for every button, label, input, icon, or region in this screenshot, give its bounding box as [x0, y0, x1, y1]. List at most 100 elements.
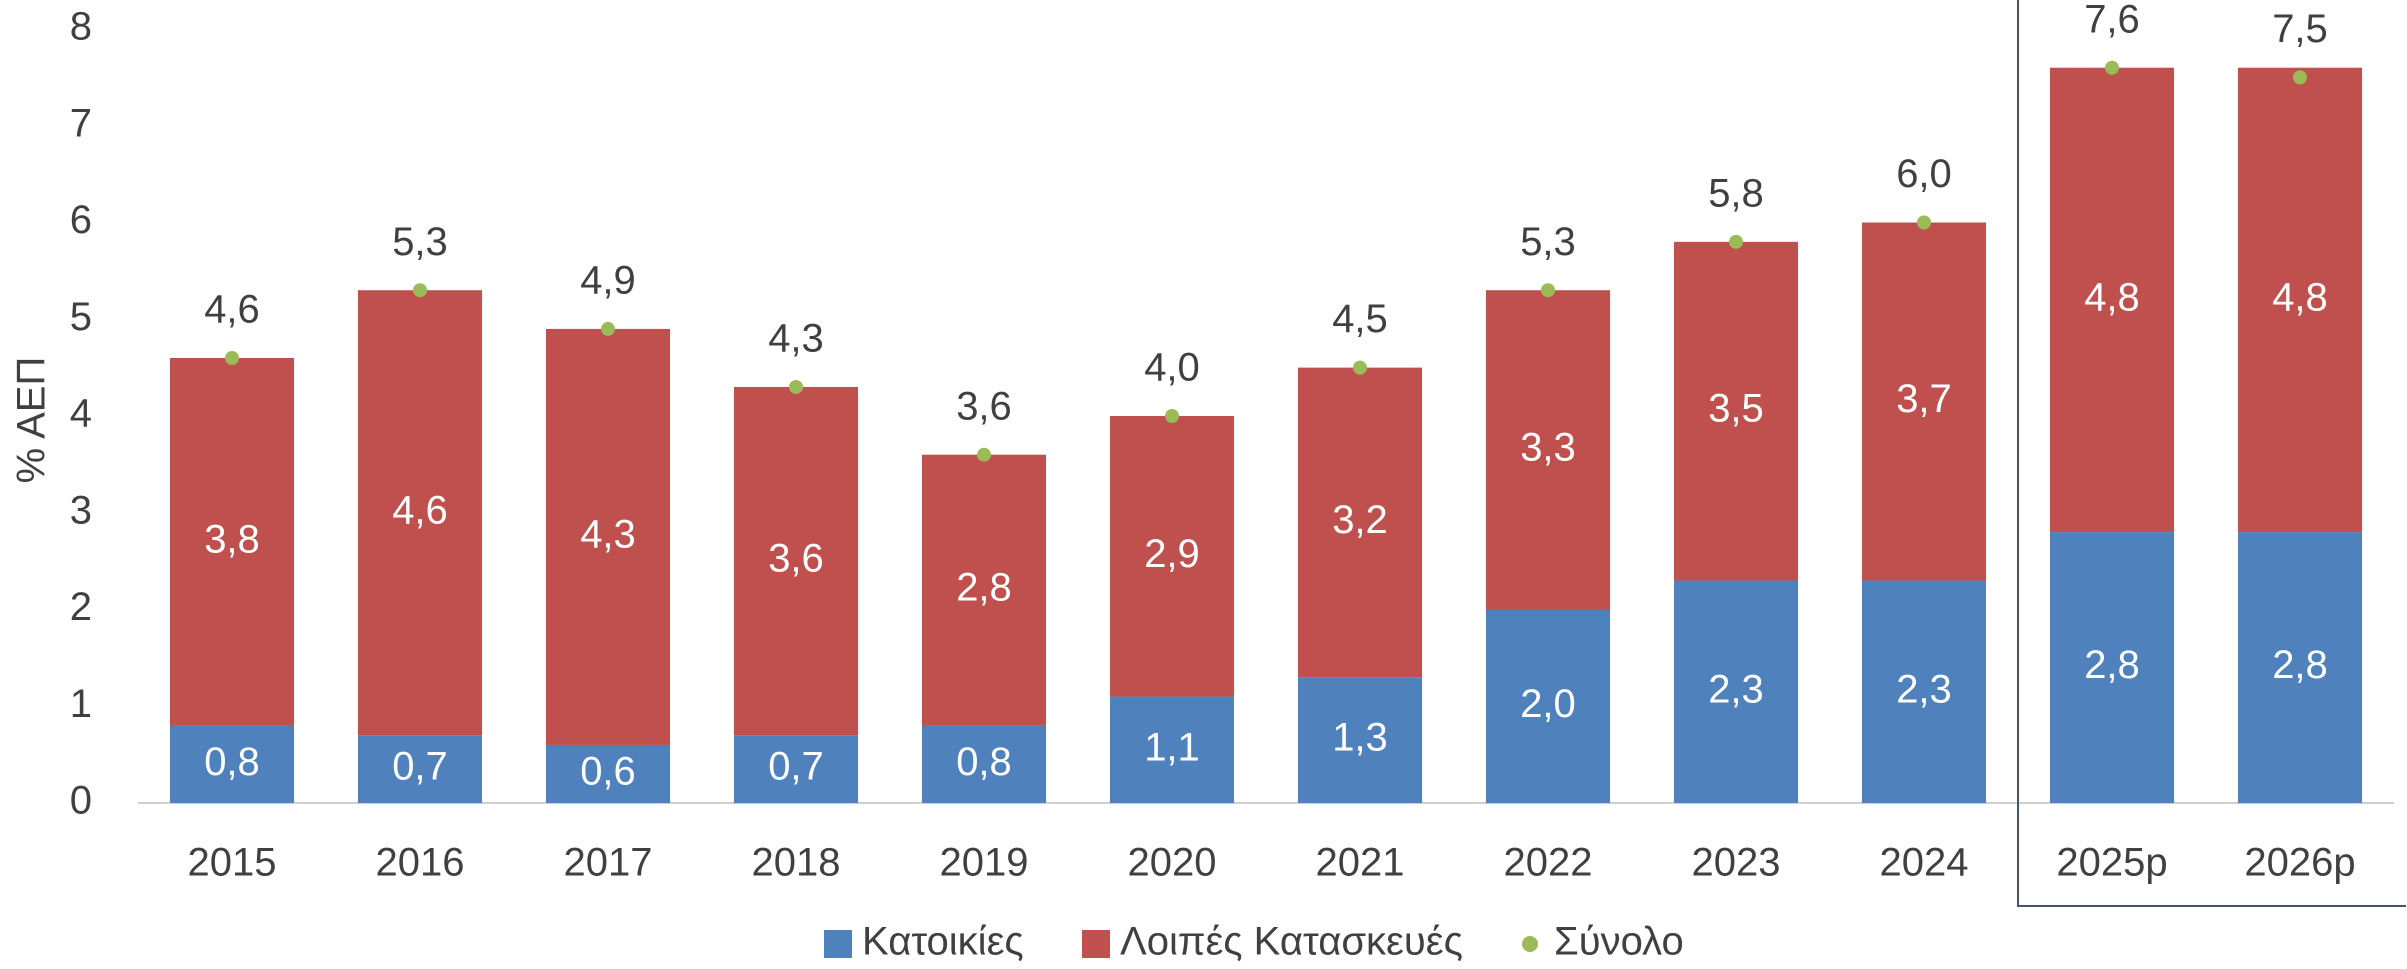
bar-segment	[357, 290, 483, 736]
bar-segment	[921, 725, 1047, 803]
data-label: 3,5	[1708, 387, 1764, 431]
data-label: 0,7	[392, 745, 448, 789]
legend-label: Κατοικίες	[862, 920, 1024, 964]
y-tick-label: 5	[70, 295, 92, 339]
total-marker	[1165, 409, 1179, 423]
bar-segment	[1485, 609, 1611, 803]
x-tick-label: 2026p	[2244, 841, 2355, 885]
data-label: 4,3	[580, 513, 636, 557]
x-tick-label: 2017	[564, 841, 653, 885]
x-tick-label: 2019	[940, 841, 1029, 885]
data-label: 2,8	[2272, 643, 2328, 687]
bar-segment	[1861, 580, 1987, 803]
data-label: 2,0	[1520, 682, 1576, 726]
total-marker	[977, 447, 991, 462]
bar-segment	[733, 386, 859, 736]
data-label: 4,6	[392, 488, 448, 532]
data-label: 4,3	[768, 317, 824, 361]
y-tick-label: 3	[70, 488, 92, 532]
legend-label: Λοιπές Κατασκευές	[1120, 920, 1463, 964]
y-tick-label: 6	[70, 198, 92, 242]
legend-label: Σύνολο	[1554, 920, 1684, 964]
data-label: 2,3	[1896, 667, 1952, 711]
bar-segment	[1673, 580, 1799, 803]
x-tick-label: 2024	[1880, 841, 1969, 885]
x-tick-label: 2018	[752, 841, 841, 885]
data-label: 2,3	[1708, 667, 1764, 711]
total-marker	[2105, 60, 2119, 75]
x-tick-label: 2023	[1692, 841, 1781, 885]
data-label: 5,3	[1520, 220, 1576, 264]
total-marker	[601, 321, 615, 336]
y-tick-label: 4	[70, 392, 92, 436]
data-label: 5,8	[1708, 171, 1764, 215]
x-tick-label: 2025p	[2056, 841, 2167, 885]
data-label: 0,6	[580, 750, 636, 794]
bar-segment	[921, 454, 1047, 726]
data-label: 6,0	[1896, 152, 1952, 196]
bar-segment	[1485, 290, 1611, 610]
y-tick-label: 8	[70, 5, 92, 49]
data-label: 3,3	[1520, 425, 1576, 469]
total-marker	[1353, 360, 1367, 375]
data-label: 4,0	[1144, 346, 1200, 390]
data-label: 1,1	[1144, 725, 1200, 769]
y-tick-label: 2	[70, 585, 92, 629]
x-tick-label: 2022	[1504, 841, 1593, 885]
bar-segment	[1861, 222, 1987, 581]
forecast-box	[2017, 0, 2406, 907]
bar-segment	[2049, 67, 2175, 533]
x-tick-label: 2016	[376, 841, 465, 885]
data-label: 7,6	[2084, 0, 2140, 41]
x-tick-label: 2021	[1316, 841, 1405, 885]
data-label: 2,9	[1144, 532, 1200, 576]
legend-swatch	[824, 930, 852, 958]
data-label: 1,3	[1332, 716, 1388, 760]
y-tick-label: 7	[70, 101, 92, 145]
data-label: 0,7	[768, 745, 824, 789]
total-marker	[789, 379, 803, 394]
data-label: 0,8	[956, 740, 1012, 784]
total-marker	[2293, 70, 2307, 85]
data-label: 4,8	[2084, 275, 2140, 319]
total-marker	[1541, 283, 1555, 298]
data-label: 2,8	[956, 566, 1012, 610]
bar-segment	[2049, 532, 2175, 803]
bar-segment	[2237, 532, 2363, 803]
bar-segment	[545, 328, 671, 745]
data-label: 4,9	[580, 258, 636, 302]
total-marker	[225, 350, 239, 365]
data-label: 3,6	[956, 384, 1012, 428]
bar-segment	[1109, 696, 1235, 803]
bar-segment	[1673, 241, 1799, 581]
bar-segment	[733, 735, 859, 803]
data-label: 3,7	[1896, 377, 1952, 421]
bar-segment	[169, 725, 295, 803]
bar-segment	[2237, 67, 2363, 533]
data-label: 7,5	[2272, 7, 2328, 51]
bar-segment	[1109, 416, 1235, 697]
bar-segment	[357, 735, 483, 803]
data-label: 2,8	[2084, 643, 2140, 687]
data-label: 3,6	[768, 537, 824, 581]
data-label: 4,6	[204, 288, 260, 332]
y-tick-label: 1	[70, 682, 92, 726]
bar-segment	[1297, 677, 1423, 803]
total-marker	[413, 283, 427, 298]
legend-swatch	[1522, 936, 1538, 952]
x-tick-label: 2015	[188, 841, 277, 885]
bar-segment	[169, 357, 295, 726]
data-label: 3,2	[1332, 498, 1388, 542]
data-label: 4,5	[1332, 297, 1388, 341]
legend-swatch	[1082, 930, 1110, 958]
y-tick-label: 0	[70, 779, 92, 823]
data-label: 3,8	[204, 517, 260, 561]
x-tick-label: 2020	[1128, 841, 1217, 885]
data-label: 5,3	[392, 220, 448, 264]
bar-segment	[545, 744, 671, 803]
y-axis-title: % ΑΕΠ	[10, 357, 54, 484]
data-label: 0,8	[204, 740, 260, 784]
total-marker	[1729, 234, 1743, 249]
total-marker	[1917, 215, 1931, 230]
